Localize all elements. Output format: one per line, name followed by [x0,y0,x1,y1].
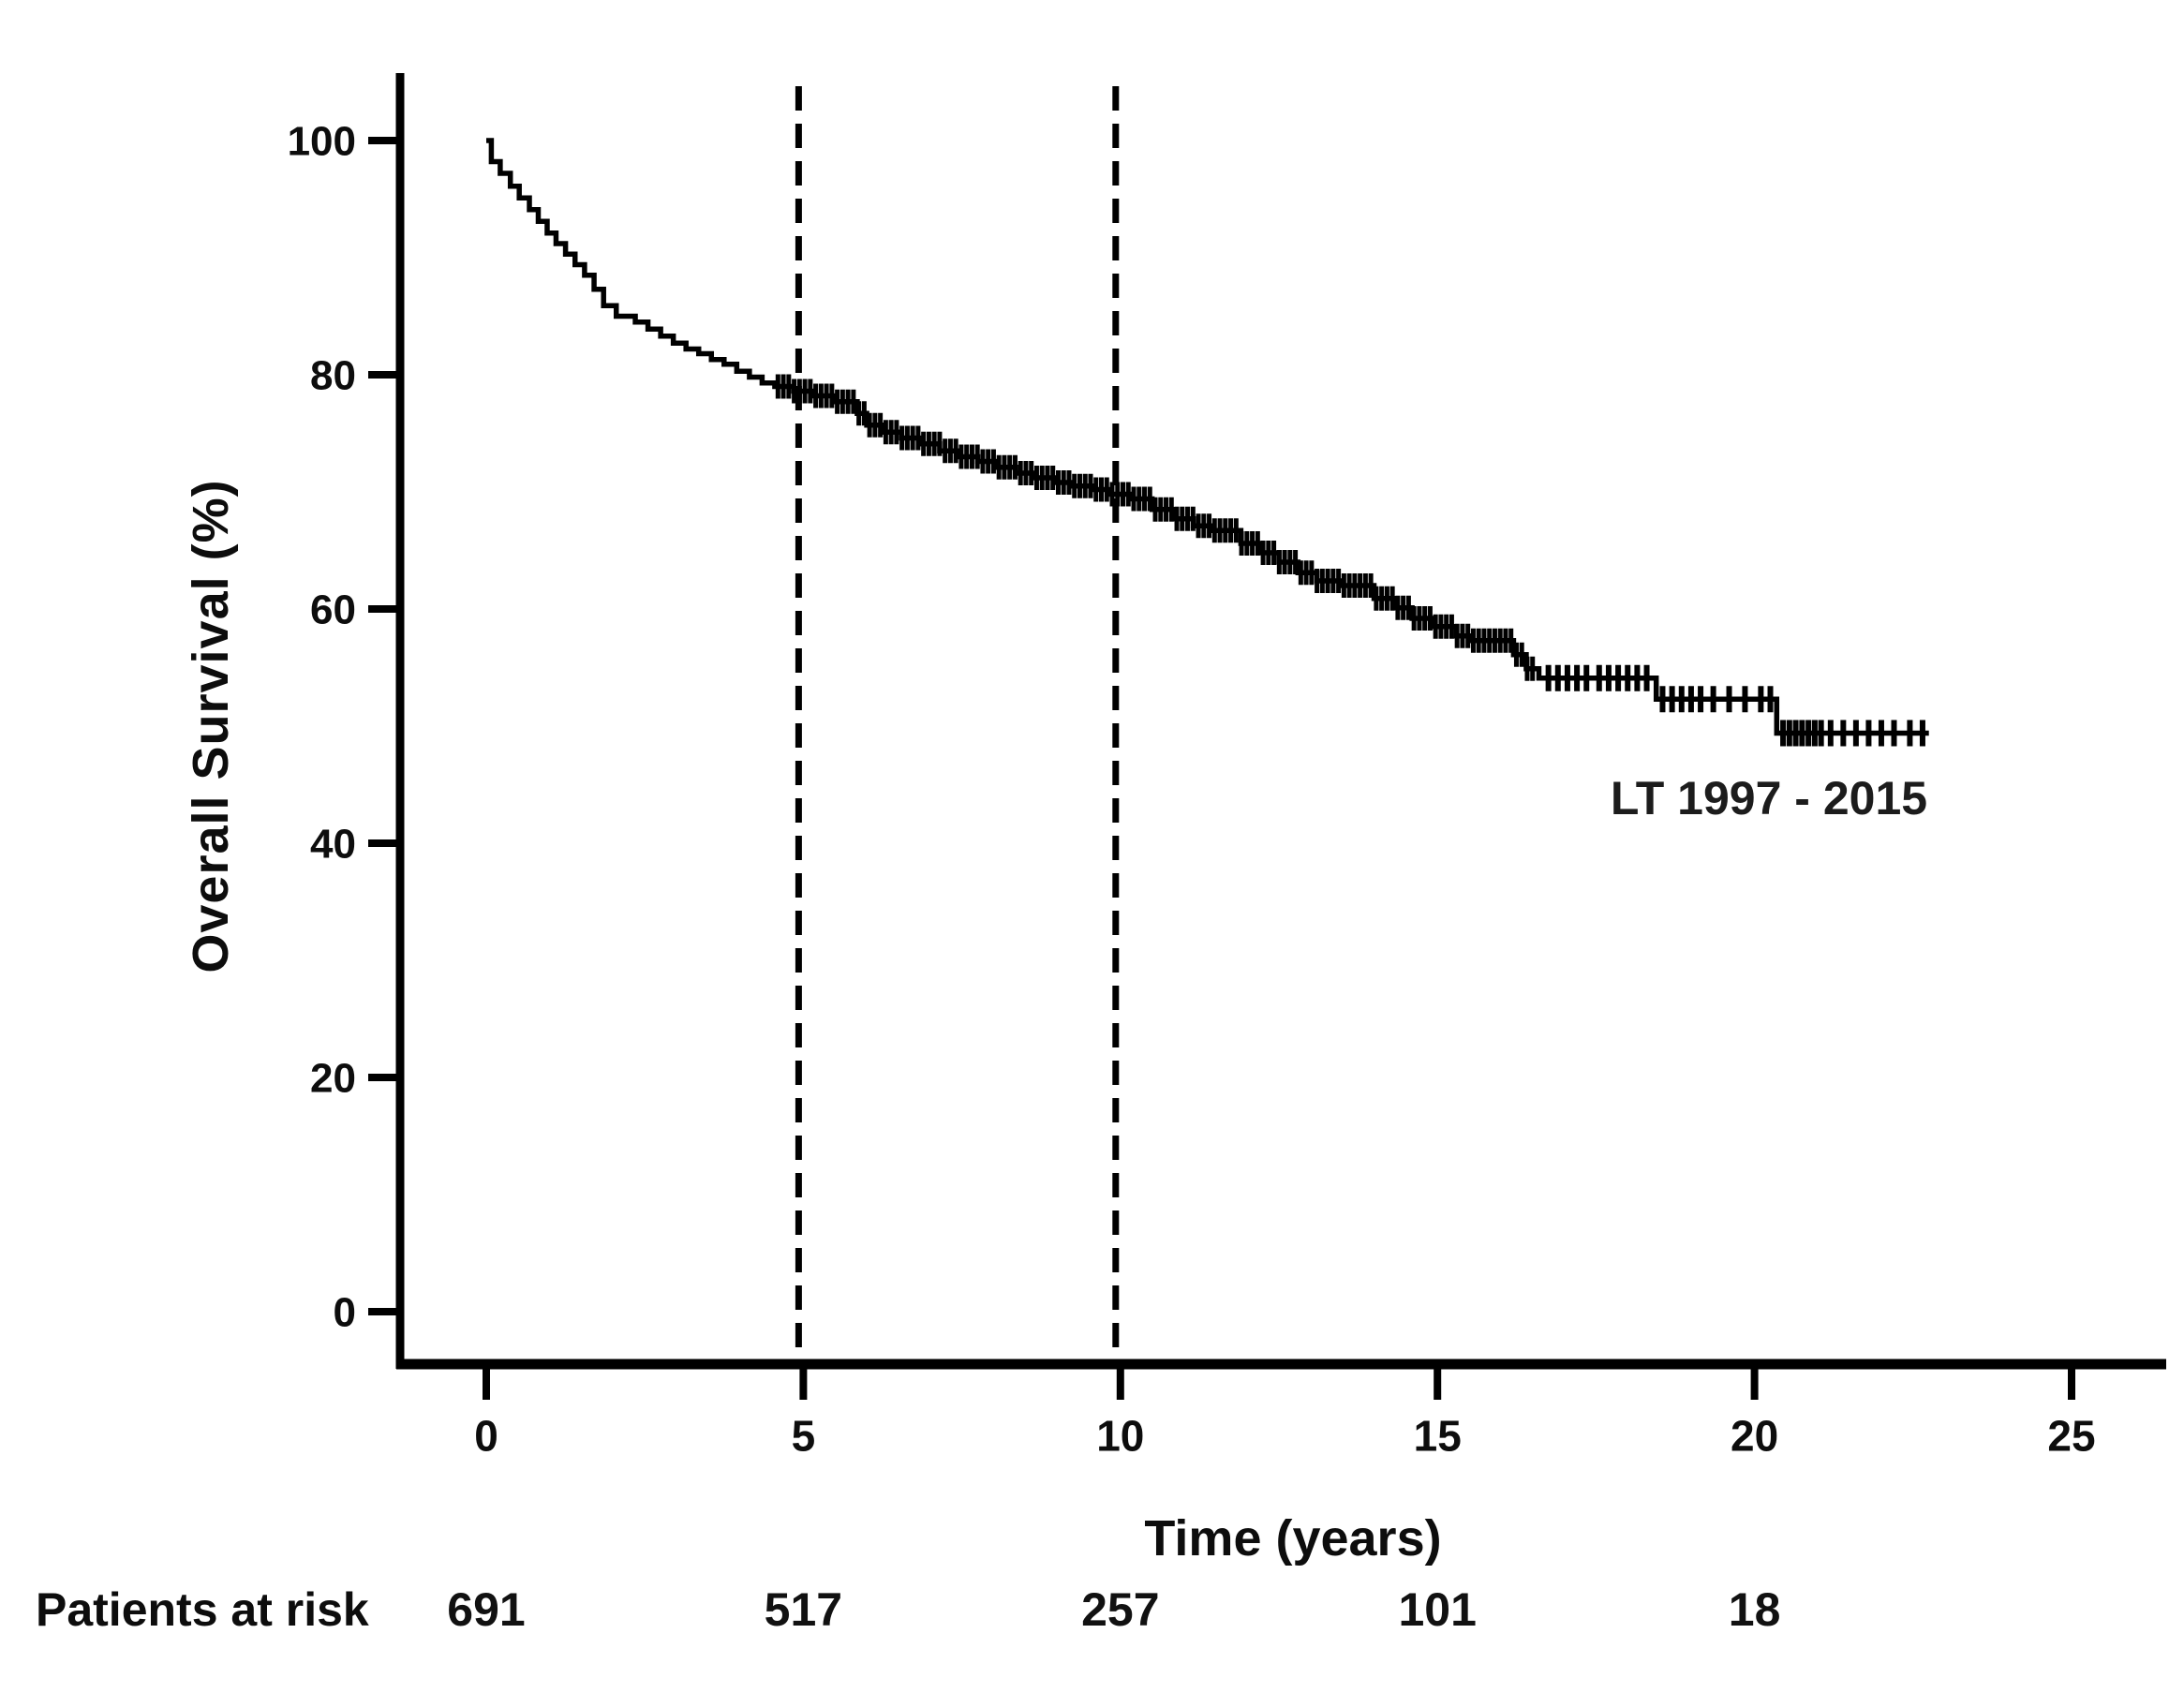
at-risk-count: 257 [1081,1583,1160,1636]
x-tick-label: 15 [1414,1412,1462,1461]
series-annotation-label: LT 1997 - 2015 [1610,772,1928,824]
x-axis-ticks [483,1364,2075,1400]
x-axis-title: Time (years) [1144,1510,1442,1567]
y-axis-title: Overall Survival (%) [183,479,239,973]
y-tick-label: 0 [334,1289,356,1335]
x-tick-label: 5 [792,1412,816,1461]
y-tick-label: 80 [310,352,356,398]
y-tick-label: 20 [310,1055,356,1101]
x-tick-label: 25 [2047,1412,2095,1461]
x-tick-label: 20 [1731,1412,1778,1461]
at-risk-count: 18 [1728,1583,1781,1636]
y-tick-label: 100 [288,118,356,164]
at-risk-count: 517 [764,1583,843,1636]
y-tick-label: 60 [310,587,356,632]
at-risk-count: 101 [1398,1583,1477,1636]
at-risk-count: 691 [447,1583,526,1636]
y-tick-label: 40 [310,821,356,867]
censor-marks-tail [1545,664,1925,747]
patients-at-risk-label: Patients at risk [36,1583,369,1636]
x-tick-label: 0 [474,1412,498,1461]
censor-marks-dense-band [775,374,1536,681]
survival-curve [486,138,1929,736]
y-axis-ticks [368,137,400,1315]
x-tick-label: 10 [1096,1412,1144,1461]
